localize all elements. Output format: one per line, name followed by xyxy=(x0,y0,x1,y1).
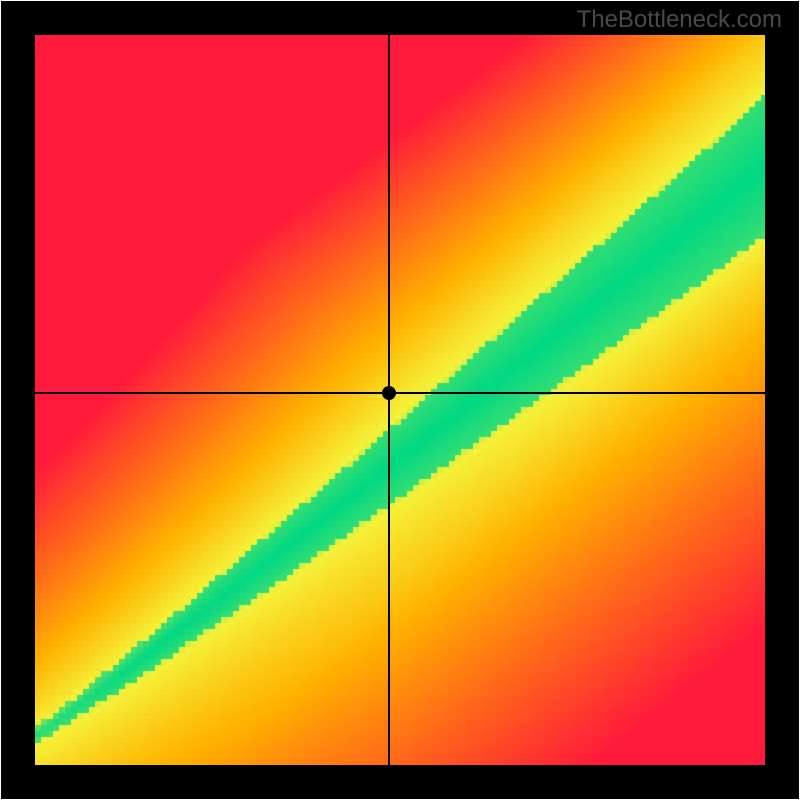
selected-point-marker xyxy=(382,386,396,400)
bottleneck-heatmap xyxy=(35,35,765,765)
watermark-text: TheBottleneck.com xyxy=(577,6,782,34)
crosshair-vertical xyxy=(388,35,390,765)
crosshair-horizontal xyxy=(35,392,765,394)
chart-container: TheBottleneck.com xyxy=(0,0,800,800)
